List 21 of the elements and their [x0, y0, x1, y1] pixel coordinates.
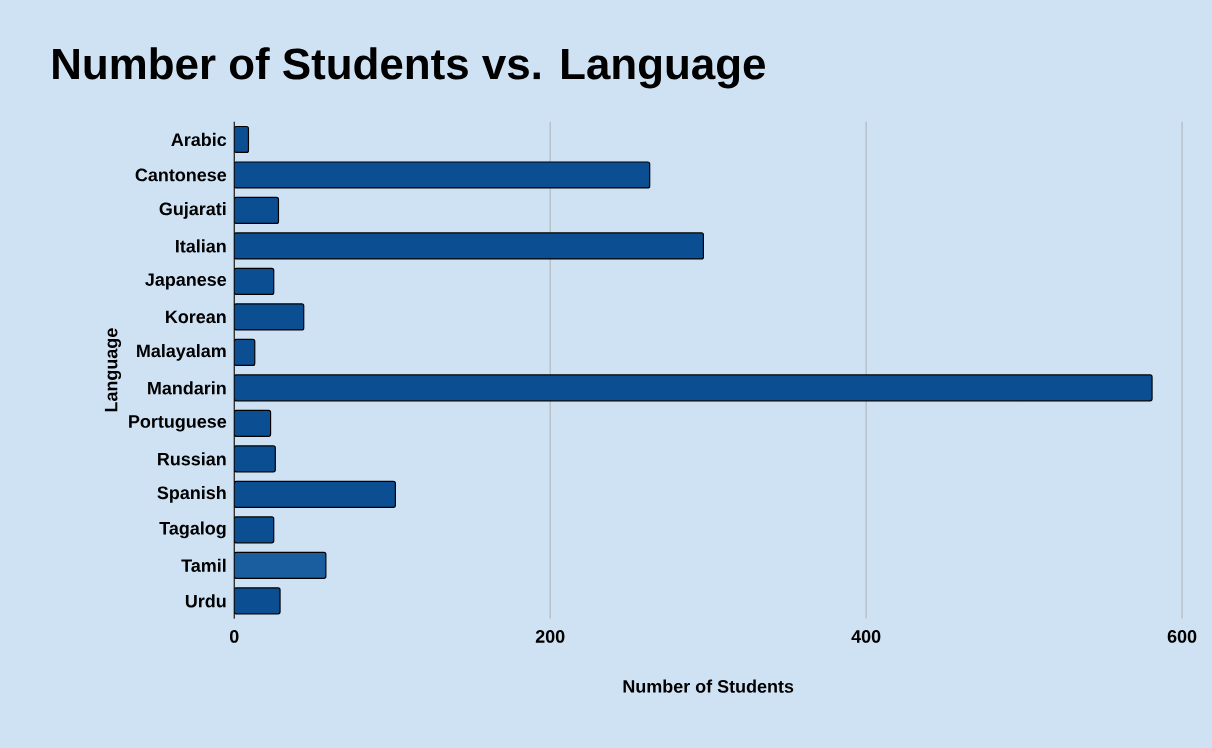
y-tick-label: Cantonese: [135, 168, 227, 182]
x-tick-label: 400: [851, 629, 881, 643]
y-tick-label: Urdu: [185, 594, 226, 608]
y-tick-label: Malayalam: [137, 343, 226, 361]
x-tick-label: 200: [535, 629, 565, 643]
y-tick-label: Arabic: [171, 132, 227, 146]
x-tick-label: 0: [229, 629, 239, 643]
y-tick-label: Italian: [176, 239, 226, 253]
y-tick-label: Japanese: [145, 273, 227, 290]
x-tick-label: 600: [1167, 629, 1197, 643]
y-tick-label: Portuguese: [129, 415, 227, 432]
y-tick-label: Russian: [158, 452, 226, 466]
y-tick-label: Spanish: [157, 485, 226, 503]
y-axis-title: Language: [104, 328, 122, 412]
chart-title: Number of Students vs. Language: [53, 47, 765, 89]
y-tick-label: Tamil: [181, 558, 226, 572]
x-axis-title: Number of Students: [623, 679, 794, 693]
y-tick-label: Tagalog: [159, 521, 226, 539]
y-tick-label: Korean: [166, 310, 226, 324]
y-tick-label: Gujarati: [159, 201, 226, 219]
y-tick-label: Mandarin: [148, 381, 226, 395]
